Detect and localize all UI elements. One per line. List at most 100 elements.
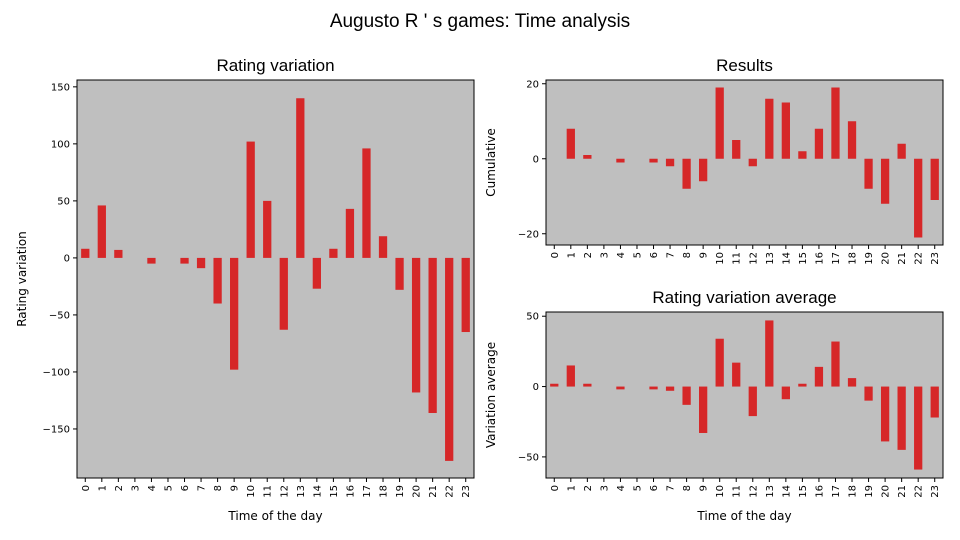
y-axis-label: Cumulative xyxy=(484,128,498,197)
x-tick-label: 13 xyxy=(296,485,307,498)
bar-hour-12 xyxy=(748,158,757,167)
x-tick-label: 18 xyxy=(848,485,859,498)
bar-hour-11 xyxy=(732,140,741,159)
x-tick-label: 11 xyxy=(263,485,274,498)
x-tick-label: 16 xyxy=(345,485,356,498)
x-tick-label: 21 xyxy=(897,485,908,498)
x-tick-label: 4 xyxy=(616,485,627,491)
x-tick-label: 10 xyxy=(715,485,726,498)
bar-hour-9 xyxy=(699,386,708,433)
bar-hour-22 xyxy=(914,386,923,470)
x-tick-label: 3 xyxy=(599,252,610,258)
x-tick-label: 20 xyxy=(881,252,892,265)
chart-average: 500−500 1 2 3 4 5 6 7 8 9 10 11 12 13 14 15 16 17 18 19 20 21… xyxy=(484,288,944,523)
x-tick-label: 19 xyxy=(864,252,875,265)
bar-hour-17 xyxy=(831,87,840,159)
y-axis-label: Rating variation xyxy=(15,231,29,327)
x-tick-label: 5 xyxy=(632,252,643,258)
y-tick-label: 0 xyxy=(64,253,70,264)
figure-title: Augusto R ' s games: Time analysis xyxy=(330,11,630,32)
y-tick-label: 50 xyxy=(526,312,539,323)
x-tick-label: 8 xyxy=(213,485,224,491)
bar-hour-4 xyxy=(147,257,156,264)
bar-hour-23 xyxy=(930,158,939,200)
plot-area xyxy=(546,80,943,245)
x-tick-label: 18 xyxy=(379,485,390,498)
x-tick-label: 19 xyxy=(864,485,875,498)
x-tick-label: 14 xyxy=(781,252,792,265)
x-tick-label: 9 xyxy=(699,485,710,491)
bar-hour-14 xyxy=(781,386,790,400)
y-tick-label: 20 xyxy=(526,79,539,90)
chart-title: Results xyxy=(716,56,773,75)
x-tick-label: 23 xyxy=(930,252,941,265)
plot-frame xyxy=(545,79,944,246)
bar-hour-0 xyxy=(550,383,559,387)
bar-hour-23 xyxy=(930,386,939,418)
bar-hour-17 xyxy=(362,148,371,258)
x-tick-label: 12 xyxy=(748,485,759,498)
x-tick-label: 7 xyxy=(666,485,677,491)
bar-hour-21 xyxy=(897,386,906,450)
x-tick-label: 1 xyxy=(566,252,577,258)
bar-hour-1 xyxy=(97,205,106,258)
bar-hour-18 xyxy=(378,236,388,258)
x-tick-label: 13 xyxy=(765,252,776,265)
x-tick-label: 15 xyxy=(798,252,809,265)
bar-hour-15 xyxy=(798,151,807,159)
bar-hour-2 xyxy=(114,249,123,258)
y-tick-label: 0 xyxy=(533,382,539,393)
bar-hour-6 xyxy=(649,386,658,390)
bar-hour-11 xyxy=(263,200,272,258)
chart-title: Rating variation average xyxy=(652,288,836,307)
bar-hour-14 xyxy=(781,102,790,159)
x-tick-label: 8 xyxy=(682,252,693,258)
bar-hour-19 xyxy=(395,257,404,290)
x-tick-label: 15 xyxy=(798,485,809,498)
bar-hour-4 xyxy=(616,158,625,163)
x-tick-label: 6 xyxy=(180,485,191,491)
y-tick-label: 0 xyxy=(533,154,539,165)
y-tick-label: −50 xyxy=(49,310,70,321)
x-tick-label: 1 xyxy=(566,485,577,491)
y-tick-label: −100 xyxy=(43,367,70,378)
x-tick-label: 8 xyxy=(682,485,693,491)
bar-hour-1 xyxy=(566,365,575,387)
bar-hour-20 xyxy=(411,257,421,393)
plot-area xyxy=(77,80,474,478)
y-tick-label: −150 xyxy=(43,424,70,435)
bar-hour-10 xyxy=(715,87,724,159)
x-tick-label: 16 xyxy=(814,485,825,498)
bar-hour-15 xyxy=(329,248,338,258)
x-tick-label: 7 xyxy=(197,485,208,491)
bar-hour-20 xyxy=(880,386,890,442)
bar-hour-20 xyxy=(880,158,890,204)
x-tick-label: 14 xyxy=(312,485,323,498)
bar-hour-16 xyxy=(814,366,824,387)
x-tick-label: 2 xyxy=(583,252,594,258)
bar-hour-15 xyxy=(798,383,807,387)
x-tick-label: 21 xyxy=(897,252,908,265)
x-tick-label: 0 xyxy=(550,252,561,258)
x-tick-label: 3 xyxy=(599,485,610,491)
bar-hour-19 xyxy=(864,158,873,189)
bar-hour-1 xyxy=(566,128,575,159)
bar-hour-21 xyxy=(897,143,906,159)
chart-title: Rating variation xyxy=(216,56,334,75)
x-tick-label: 11 xyxy=(732,485,743,498)
bar-hour-0 xyxy=(81,248,90,258)
bar-hour-8 xyxy=(213,257,222,304)
bar-hour-13 xyxy=(296,98,305,258)
x-tick-label: 2 xyxy=(114,485,125,491)
bar-hour-9 xyxy=(699,158,708,182)
x-tick-label: 22 xyxy=(445,485,456,498)
x-tick-label: 17 xyxy=(362,485,373,498)
x-tick-label: 15 xyxy=(329,485,340,498)
bar-hour-16 xyxy=(345,208,355,258)
bar-hour-6 xyxy=(649,158,658,163)
x-tick-label: 0 xyxy=(550,485,561,491)
plot-frame xyxy=(76,79,475,479)
x-tick-label: 17 xyxy=(831,485,842,498)
bar-hour-23 xyxy=(461,257,470,333)
